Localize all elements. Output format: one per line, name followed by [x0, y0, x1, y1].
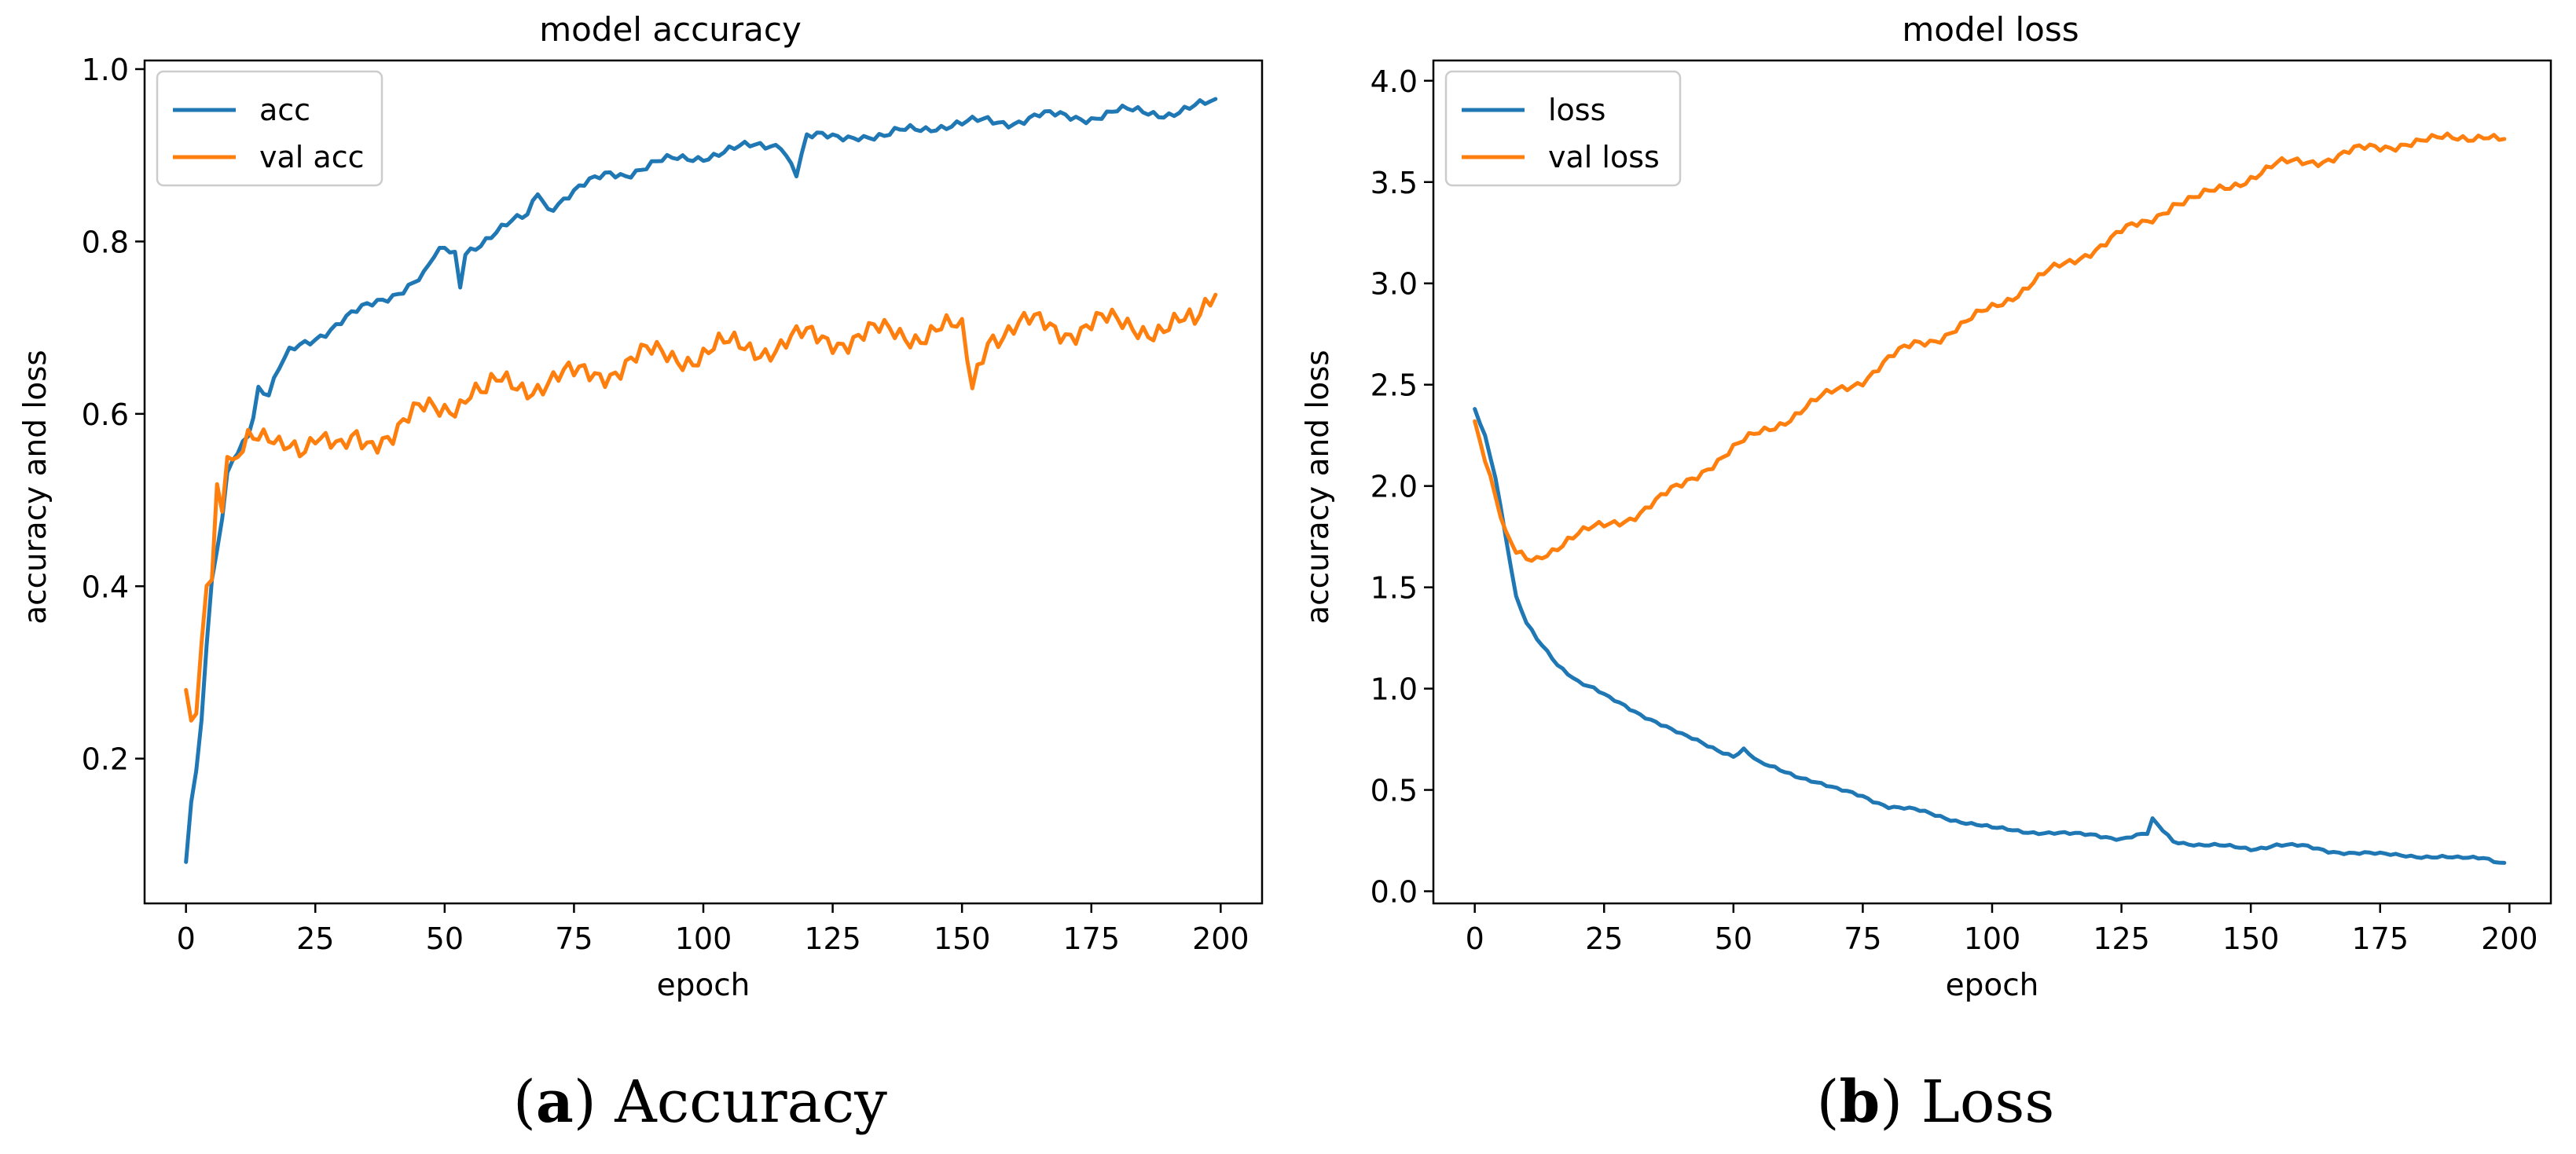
y-tick-label: 0.6 — [82, 397, 129, 432]
x-axis-label: epoch — [657, 968, 750, 1003]
x-tick-label: 75 — [555, 921, 593, 956]
caption-a-text: Accuracy — [614, 1068, 887, 1136]
x-tick-label: 100 — [1964, 921, 2021, 956]
x-tick-label: 0 — [177, 921, 196, 956]
y-tick-label: 0.4 — [82, 570, 129, 604]
y-tick-label: 4.0 — [1371, 64, 1418, 99]
x-axis: 0 25 50 75 100 125 150 175 200 — [1466, 903, 2538, 956]
x-tick-label: 150 — [934, 921, 991, 956]
x-tick-label: 175 — [2351, 921, 2409, 956]
legend: acc val acc — [156, 70, 383, 187]
x-tick-label: 50 — [1715, 921, 1752, 956]
x-tick-label: 100 — [675, 921, 732, 956]
series-group — [184, 97, 1218, 864]
x-tick-label: 150 — [2222, 921, 2280, 956]
caption-b-text: Loss — [1921, 1068, 2055, 1136]
caption-a: (a) Accuracy — [513, 1068, 887, 1136]
y-axis: 0.0 0.5 1.0 1.5 2.0 2.5 3.0 3.5 4.0 — [1371, 64, 1433, 910]
x-tick-label: 125 — [804, 921, 861, 956]
y-tick-label: 2.0 — [1371, 470, 1418, 504]
caption-b-letter: b — [1840, 1068, 1881, 1136]
x-tick-label: 200 — [2481, 921, 2538, 956]
y-axis-label: accuracy and loss — [1301, 350, 1336, 624]
y-tick-label: 0.2 — [82, 742, 129, 777]
y-tick-label: 3.5 — [1371, 166, 1418, 200]
x-tick-label: 50 — [426, 921, 464, 956]
y-tick-label: 1.0 — [82, 53, 129, 87]
caption-a-letter: a — [536, 1068, 574, 1136]
caption-b: (b) Loss — [1817, 1068, 2055, 1136]
x-tick-label: 0 — [1466, 921, 1484, 956]
y-tick-label: 0.0 — [1371, 875, 1418, 910]
legend-label-val-acc: val acc — [259, 140, 364, 174]
x-tick-label: 25 — [1585, 921, 1623, 956]
y-tick-label: 0.5 — [1371, 774, 1418, 808]
y-tick-label: 2.5 — [1371, 368, 1418, 403]
y-tick-label: 1.0 — [1371, 672, 1418, 707]
series-group — [1473, 131, 2507, 865]
accuracy-chart: model accuracy 0.2 0.4 0.6 0.8 1.0 0 25 50 75 10… — [18, 10, 1264, 1003]
x-tick-label: 200 — [1192, 921, 1249, 956]
legend: loss val loss — [1444, 70, 1682, 187]
y-tick-label: 0.8 — [82, 225, 129, 259]
legend-label-acc: acc — [259, 93, 310, 127]
series-line-loss — [1473, 407, 2507, 865]
x-tick-label: 175 — [1062, 921, 1120, 956]
plot-frame — [1432, 59, 2552, 905]
legend-label-val-loss: val loss — [1548, 140, 1660, 174]
chart-title: model loss — [1902, 10, 2079, 49]
x-axis-label: epoch — [1946, 968, 2039, 1003]
y-tick-label: 3.0 — [1371, 267, 1418, 302]
series-line-acc — [184, 97, 1218, 864]
x-tick-label: 125 — [2093, 921, 2150, 956]
series-line-val-loss — [1473, 131, 2507, 563]
plot-frame — [143, 59, 1264, 905]
y-axis: 0.2 0.4 0.6 0.8 1.0 — [82, 53, 145, 777]
x-tick-label: 75 — [1844, 921, 1881, 956]
chart-title: model accuracy — [539, 10, 802, 49]
legend-label-loss: loss — [1548, 93, 1605, 127]
x-axis: 0 25 50 75 100 125 150 175 200 — [177, 903, 1249, 956]
x-tick-label: 25 — [296, 921, 334, 956]
y-tick-label: 1.5 — [1371, 571, 1418, 606]
loss-chart: model loss 0.0 0.5 1.0 1.5 2.0 2.5 3.0 3.5 4.0 0… — [1301, 10, 2552, 1003]
series-line-val-acc — [184, 292, 1218, 723]
y-axis-label: accuracy and loss — [18, 350, 53, 624]
